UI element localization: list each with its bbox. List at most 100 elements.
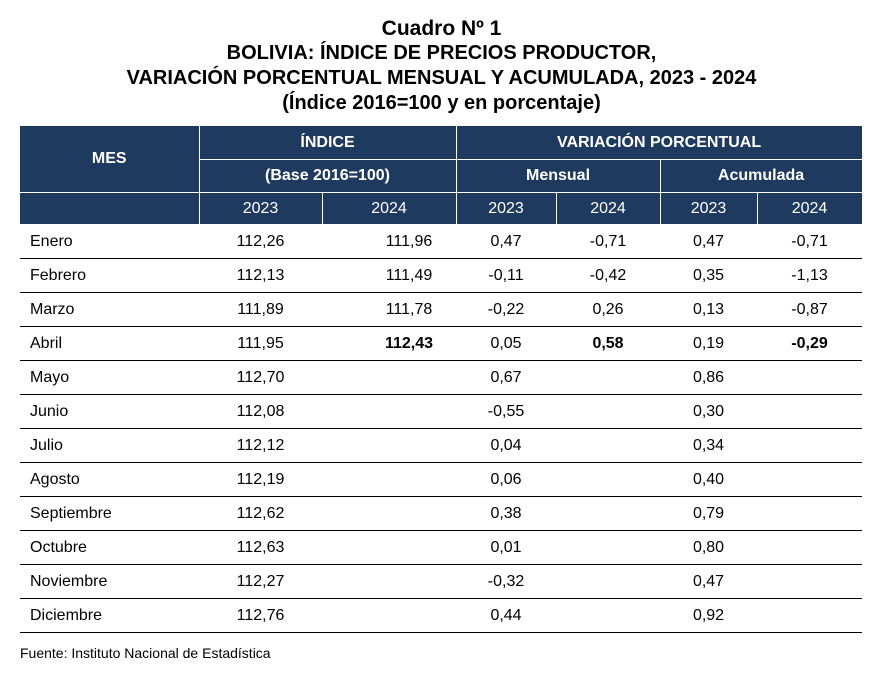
cell-mes: Marzo — [20, 292, 199, 327]
cell-mensual-2024: -0,71 — [556, 224, 661, 259]
cell-mensual-2023: 0,01 — [456, 530, 557, 565]
cell-mensual-2024: 0,26 — [556, 292, 661, 327]
cell-acumulada-2023: 0,40 — [660, 462, 758, 497]
cell-acumulada-2023: 0,79 — [660, 496, 758, 531]
cell-mensual-2024 — [556, 462, 661, 497]
table-subtitle: (Índice 2016=100 y en porcentaje) — [282, 92, 601, 114]
table-row: Julio 112,12 0,04 0,34 — [20, 428, 863, 463]
cell-indice-2024 — [322, 428, 457, 463]
cell-mensual-2024 — [556, 598, 661, 633]
cell-mensual-2023: 0,47 — [456, 224, 557, 259]
cell-acumulada-2024: -1,13 — [757, 258, 863, 293]
cell-indice-2023: 112,19 — [199, 462, 322, 497]
table-header: MES ÍNDICE VARIACIÓN PORCENTUAL (Base 20… — [20, 125, 863, 225]
cell-indice-2023: 112,13 — [199, 258, 322, 293]
cell-mensual-2023: 0,06 — [456, 462, 557, 497]
cell-mes: Enero — [20, 224, 199, 259]
cell-acumulada-2024 — [757, 462, 863, 497]
cell-mensual-2023: -0,22 — [456, 292, 557, 327]
cell-mensual-2024 — [556, 428, 661, 463]
table-row: Marzo 111,89 111,78 -0,22 0,26 0,13 -0,87 — [20, 292, 863, 327]
cell-mensual-2024 — [556, 360, 661, 395]
cell-acumulada-2024 — [757, 394, 863, 429]
cell-mensual-2024 — [556, 496, 661, 531]
table-row: Enero 112,26 111,96 0,47 -0,71 0,47 -0,71 — [20, 224, 863, 259]
table-row: Noviembre 112,27 -0,32 0,47 — [20, 564, 863, 599]
cell-acumulada-2023: 0,47 — [660, 224, 758, 259]
cell-acumulada-2023: 0,47 — [660, 564, 758, 599]
cell-indice-2024: 112,43 — [322, 326, 457, 361]
header-year: 2023 — [198, 192, 323, 225]
cell-mes: Febrero — [20, 258, 199, 293]
table-row: Febrero 112,13 111,49 -0,11 -0,42 0,35 -1,13 — [20, 258, 863, 293]
table-caption: Cuadro Nº 1 BOLIVIA: ÍNDICE DE PRECIOS P… — [0, 16, 883, 116]
cell-mensual-2023: 0,67 — [456, 360, 557, 395]
cell-acumulada-2024 — [757, 428, 863, 463]
cell-indice-2024: 111,96 — [322, 224, 457, 259]
source-note: Fuente: Instituto Nacional de Estadístic… — [20, 645, 271, 661]
cell-indice-2023: 112,62 — [199, 496, 322, 531]
cell-mes: Abril — [20, 326, 199, 361]
cell-mensual-2024 — [556, 530, 661, 565]
cell-indice-2023: 111,89 — [199, 292, 322, 327]
table-title-line-1: BOLIVIA: ÍNDICE DE PRECIOS PRODUCTOR, — [226, 42, 657, 64]
cell-acumulada-2023: 0,92 — [660, 598, 758, 633]
cell-indice-2023: 112,76 — [199, 598, 322, 633]
cell-mensual-2023: -0,11 — [456, 258, 557, 293]
header-year: 2023 — [455, 192, 557, 225]
cell-indice-2023: 112,12 — [199, 428, 322, 463]
header-mensual: Mensual — [455, 159, 661, 193]
cell-mes: Junio — [20, 394, 199, 429]
cell-indice-2024 — [322, 564, 457, 599]
cell-mes: Mayo — [20, 360, 199, 395]
cell-acumulada-2023: 0,35 — [660, 258, 758, 293]
cell-acumulada-2023: 0,30 — [660, 394, 758, 429]
cell-mensual-2023: 0,05 — [456, 326, 557, 361]
table-row: Agosto 112,19 0,06 0,40 — [20, 462, 863, 497]
cell-acumulada-2024 — [757, 496, 863, 531]
cell-acumulada-2024 — [757, 360, 863, 395]
cell-acumulada-2024: -0,87 — [757, 292, 863, 327]
cell-acumulada-2024 — [757, 530, 863, 565]
cell-acumulada-2023: 0,80 — [660, 530, 758, 565]
price-index-table: MES ÍNDICE VARIACIÓN PORCENTUAL (Base 20… — [20, 125, 863, 633]
cell-mensual-2023: -0,55 — [456, 394, 557, 429]
cell-mes: Julio — [20, 428, 199, 463]
cell-indice-2024: 111,49 — [322, 258, 457, 293]
cell-indice-2024 — [322, 462, 457, 497]
cell-mensual-2023: 0,38 — [456, 496, 557, 531]
cell-mes: Septiembre — [20, 496, 199, 531]
header-indice: ÍNDICE — [198, 125, 457, 160]
table-row: Abril 111,95 112,43 0,05 0,58 0,19 -0,29 — [20, 326, 863, 361]
table-row: Octubre 112,63 0,01 0,80 — [20, 530, 863, 565]
table-row: Junio 112,08 -0,55 0,30 — [20, 394, 863, 429]
cell-acumulada-2023: 0,19 — [660, 326, 758, 361]
header-mes-blank — [20, 192, 200, 225]
cell-mes: Noviembre — [20, 564, 199, 599]
cell-mensual-2023: 0,44 — [456, 598, 557, 633]
cell-indice-2023: 112,08 — [199, 394, 322, 429]
cell-mes: Octubre — [20, 530, 199, 565]
cell-mensual-2024 — [556, 394, 661, 429]
cell-mensual-2023: 0,04 — [456, 428, 557, 463]
cell-acumulada-2024 — [757, 598, 863, 633]
cell-mensual-2024: -0,42 — [556, 258, 661, 293]
cell-mes: Agosto — [20, 462, 199, 497]
cell-indice-2023: 112,26 — [199, 224, 322, 259]
cell-acumulada-2023: 0,34 — [660, 428, 758, 463]
cell-indice-2024 — [322, 360, 457, 395]
cell-indice-2023: 112,63 — [199, 530, 322, 565]
cell-indice-2024 — [322, 598, 457, 633]
header-year: 2023 — [659, 192, 758, 225]
header-acumulada: Acumulada — [659, 159, 863, 193]
header-year: 2024 — [321, 192, 457, 225]
table-number: Cuadro Nº 1 — [381, 17, 502, 40]
header-variacion: VARIACIÓN PORCENTUAL — [455, 125, 863, 160]
table-row: Diciembre 112,76 0,44 0,92 — [20, 598, 863, 633]
cell-mensual-2023: -0,32 — [456, 564, 557, 599]
cell-indice-2023: 111,95 — [199, 326, 322, 361]
cell-indice-2023: 112,27 — [199, 564, 322, 599]
table-body: Enero 112,26 111,96 0,47 -0,71 0,47 -0,71 Febre… — [20, 224, 863, 633]
table-row: Mayo 112,70 0,67 0,86 — [20, 360, 863, 395]
header-year: 2024 — [756, 192, 863, 225]
